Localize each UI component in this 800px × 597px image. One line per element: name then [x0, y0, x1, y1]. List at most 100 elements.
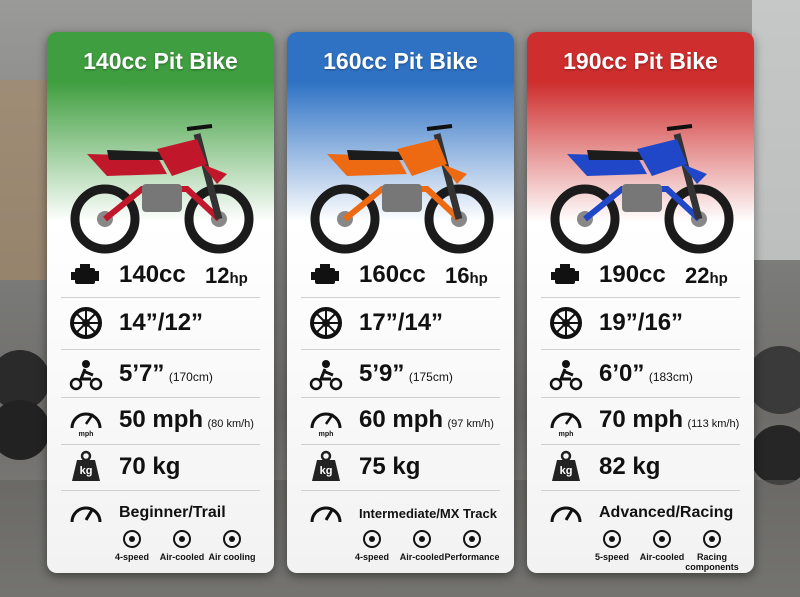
feature-icon: [653, 530, 671, 548]
weight-icon: kg: [72, 450, 100, 481]
level-icon: [70, 506, 102, 523]
feature-label: Performance: [444, 552, 500, 562]
bike-card: 190cc Pit Bike 190cc 22hp 19”/16” 6’0” (183…: [527, 32, 754, 573]
top-speed-metric: (97 km/h): [447, 418, 494, 430]
level-icon: [310, 506, 342, 523]
separator: [61, 444, 260, 445]
separator: [301, 297, 500, 298]
displacement: 160cc: [359, 261, 426, 288]
weight: 70 kg: [119, 453, 181, 480]
feature-icon: [363, 530, 381, 548]
card-title: 140cc Pit Bike: [83, 48, 238, 74]
rider-icon: [309, 360, 343, 391]
separator: [541, 349, 740, 350]
speedometer-unit: mph: [319, 431, 334, 438]
separator: [61, 349, 260, 350]
bike-image: [310, 124, 494, 254]
wheel-icon: [550, 307, 582, 339]
card-title: 160cc Pit Bike: [323, 48, 478, 74]
feature-icon: [703, 530, 721, 548]
feature-label: Air cooling: [208, 552, 256, 562]
wheel-size: 14”/12”: [119, 309, 204, 336]
rider-level: Beginner/Trail: [119, 504, 226, 521]
top-speed: 70 mph (113 km/h): [599, 406, 739, 434]
engine-icon: [551, 264, 579, 284]
separator: [541, 397, 740, 398]
separator: [301, 397, 500, 398]
weight-unit: kg: [560, 465, 573, 477]
separator: [301, 444, 500, 445]
level-icon: [550, 506, 582, 523]
rider-level: Intermediate/MX Track: [359, 505, 497, 521]
feature-icon: [223, 530, 241, 548]
feature-label: Air-cooled: [639, 552, 685, 562]
power-unit: hp: [709, 270, 728, 287]
bike-image: [70, 124, 254, 254]
power: 16hp: [445, 263, 488, 289]
feature-label: 5-speed: [594, 552, 629, 562]
top-speed-value: 60 mph: [359, 406, 444, 433]
separator: [61, 490, 260, 491]
rider-height-metric: (170cm): [168, 370, 213, 384]
power: 22hp: [685, 263, 728, 289]
feature-label: Air-cooled: [399, 552, 445, 562]
separator: [541, 297, 740, 298]
wheel-size: 19”/16”: [599, 309, 684, 336]
rider-height-metric: (183cm): [648, 370, 693, 384]
top-speed: 50 mph (80 km/h): [119, 406, 254, 434]
rider-height: 5’9” (175cm): [359, 360, 453, 388]
separator: [541, 444, 740, 445]
rider-height: 6’0” (183cm): [599, 360, 693, 388]
power: 12hp: [205, 263, 248, 289]
bike-image: [550, 124, 734, 254]
top-speed-value: 70 mph: [599, 406, 684, 433]
rider-icon: [69, 360, 103, 391]
power-unit: hp: [469, 270, 488, 287]
feature-icon: [413, 530, 431, 548]
top-speed: 60 mph (97 km/h): [359, 406, 494, 434]
weight-unit: kg: [320, 465, 333, 477]
separator: [301, 490, 500, 491]
speedometer-icon: mph: [310, 412, 342, 438]
power-value: 22: [685, 263, 710, 288]
feature-label: Racing components: [685, 552, 739, 572]
wheel-size: 17”/14”: [359, 309, 444, 336]
bike-card: 160cc Pit Bike 160cc 16hp 17”/14” 5’9” (175…: [287, 32, 514, 573]
rider-height-value: 5’9”: [359, 360, 405, 387]
power-value: 12: [205, 263, 230, 288]
speedometer-icon: mph: [550, 412, 582, 438]
power-unit: hp: [229, 270, 248, 287]
weight-icon: kg: [552, 450, 580, 481]
feature-icon: [123, 530, 141, 548]
separator: [61, 397, 260, 398]
speedometer-icon: mph: [70, 412, 102, 438]
feature-icon: [463, 530, 481, 548]
engine-icon: [311, 264, 339, 284]
top-speed-metric: (113 km/h): [687, 418, 740, 430]
rider-height-value: 6’0”: [599, 360, 645, 387]
rider-height: 5’7” (170cm): [119, 360, 213, 388]
rider-height-value: 5’7”: [119, 360, 165, 387]
feature-label: 4-speed: [354, 552, 389, 562]
wheel-icon: [310, 307, 342, 339]
separator: [541, 490, 740, 491]
separator: [301, 349, 500, 350]
feature-icon: [603, 530, 621, 548]
bike-card: 140cc Pit Bike 140cc 12hp 14”/12” 5’7” (170…: [47, 32, 274, 573]
card-title: 190cc Pit Bike: [563, 48, 718, 74]
engine-icon: [71, 264, 99, 284]
rider-icon: [549, 360, 583, 391]
wheel-icon: [70, 307, 102, 339]
feature-icon: [173, 530, 191, 548]
speedometer-unit: mph: [79, 431, 94, 438]
weight-unit: kg: [80, 465, 93, 477]
power-value: 16: [445, 263, 470, 288]
feature-label: Air-cooled: [159, 552, 205, 562]
weight-icon: kg: [312, 450, 340, 481]
top-speed-metric: (80 km/h): [207, 418, 254, 430]
separator: [61, 297, 260, 298]
rider-level: Advanced/Racing: [599, 504, 734, 521]
weight: 75 kg: [359, 453, 421, 480]
speedometer-unit: mph: [559, 431, 574, 438]
